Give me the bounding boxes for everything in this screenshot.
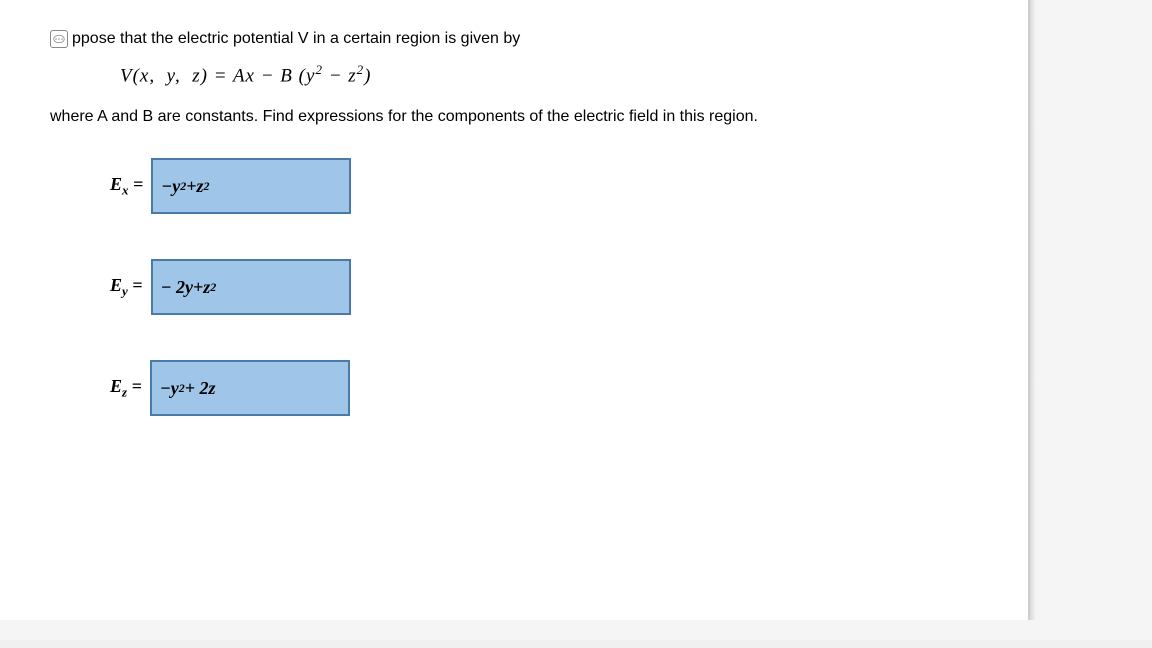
label-ex: Ex = [110,174,143,199]
page-shadow [1028,0,1036,620]
answer-box-ey[interactable]: − 2y + z2 [151,259,351,315]
taskbar [0,640,1152,648]
answer-row-ex: Ex = − y2 + z2 [110,158,978,214]
question-followup: where A and B are constants. Find expres… [50,106,978,128]
answer-row-ez: Ez = − y2 + 2z [110,360,978,416]
answer-box-ez[interactable]: − y2 + 2z [150,360,350,416]
question-page: ppose that the electric potential V in a… [0,0,1030,620]
answer-box-ex[interactable]: − y2 + z2 [151,158,351,214]
answer-row-ey: Ey = − 2y + z2 [110,259,978,315]
question-intro-text: ppose that the electric potential V in a… [72,28,520,50]
question-intro: ppose that the electric potential V in a… [50,28,978,50]
label-ez: Ez = [110,376,142,401]
potential-equation: V(x, y, z) = Ax − B (y2 − z2) [120,62,978,87]
label-ey: Ey = [110,275,143,300]
info-icon[interactable] [50,30,68,48]
